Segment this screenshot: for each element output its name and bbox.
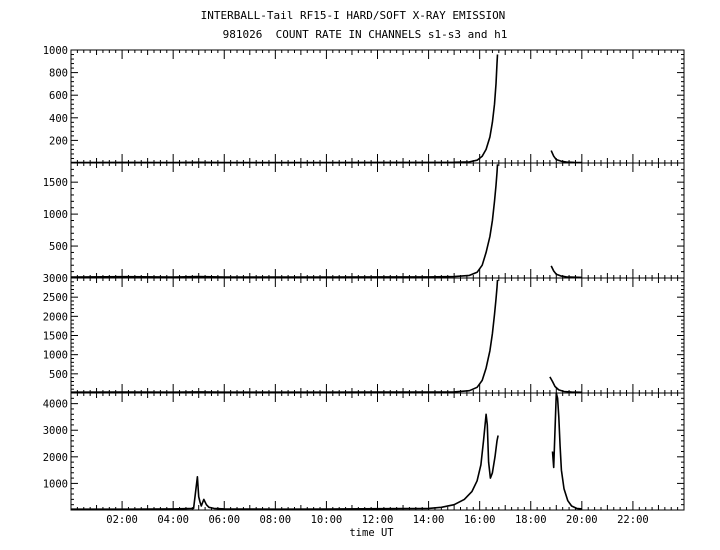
panel-2-ytick-label-1: 500 [49, 241, 68, 253]
panel-1-ytick-label-1: 200 [49, 135, 68, 147]
panel-3-frame [70, 277, 685, 394]
x-tick-label-1: 02:00 [106, 514, 138, 526]
panel-3-ytick-label-2: 1000 [43, 350, 68, 362]
chart-subtitle: 981026 COUNT RATE IN CHANNELS s1-s3 and … [222, 28, 508, 41]
panel-4-ytick-label-2: 2000 [43, 452, 68, 464]
panel-3-ytick-label-3: 1500 [43, 331, 68, 343]
x-tick-label-9: 18:00 [515, 514, 547, 526]
x-tick-label-8: 16:00 [464, 514, 496, 526]
panel-1-ytick-label-4: 800 [49, 68, 68, 80]
panel-3-ytick-label-4: 2000 [43, 311, 68, 323]
panel-3-ytick-label-5: 2500 [43, 292, 68, 304]
panel-1-ytick-label-2: 400 [49, 113, 68, 125]
x-tick-label-2: 04:00 [157, 514, 189, 526]
panel-1-series-segment-1 [70, 54, 499, 164]
x-tick-label-4: 08:00 [260, 514, 292, 526]
x-axis-label: time UT [349, 527, 394, 539]
panel-3-ytick-label-6: 3000 [43, 273, 68, 285]
panel-3-series-segment-1 [70, 279, 499, 394]
panel-2-series-segment-2 [550, 265, 582, 279]
panel-3-series-segment-2 [549, 376, 582, 394]
panel-4-ytick-label-3: 3000 [43, 425, 68, 437]
panel-2-series-segment-1 [70, 164, 499, 278]
panel-4-ytick-label-4: 4000 [43, 399, 68, 411]
panel-4-ytick-label-1: 1000 [43, 478, 68, 490]
panel-2-ytick-label-2: 1000 [43, 209, 68, 221]
panel-2-ytick-label-3: 1500 [43, 177, 68, 189]
x-tick-label-6: 12:00 [362, 514, 394, 526]
panel-4-frame [70, 392, 685, 511]
x-tick-label-3: 06:00 [208, 514, 240, 526]
panel-2-frame [70, 162, 685, 279]
panel-4-series-segment-2 [551, 392, 582, 510]
x-tick-label-11: 22:00 [617, 514, 649, 526]
panel-1-series-segment-2 [550, 150, 582, 164]
panel-1-ytick-label-5: 1000 [43, 45, 68, 57]
chart-title: INTERBALL-Tail RF15-I HARD/SOFT X-RAY EM… [200, 9, 506, 22]
panel-1-frame [70, 49, 685, 164]
x-tick-label-10: 20:00 [566, 514, 598, 526]
x-tick-label-5: 10:00 [311, 514, 343, 526]
x-tick-label-7: 14:00 [413, 514, 445, 526]
panel-1-ytick-label-3: 600 [49, 90, 68, 102]
panel-3-ytick-label-1: 500 [49, 369, 68, 381]
panel-4-series-segment-1 [71, 413, 499, 511]
